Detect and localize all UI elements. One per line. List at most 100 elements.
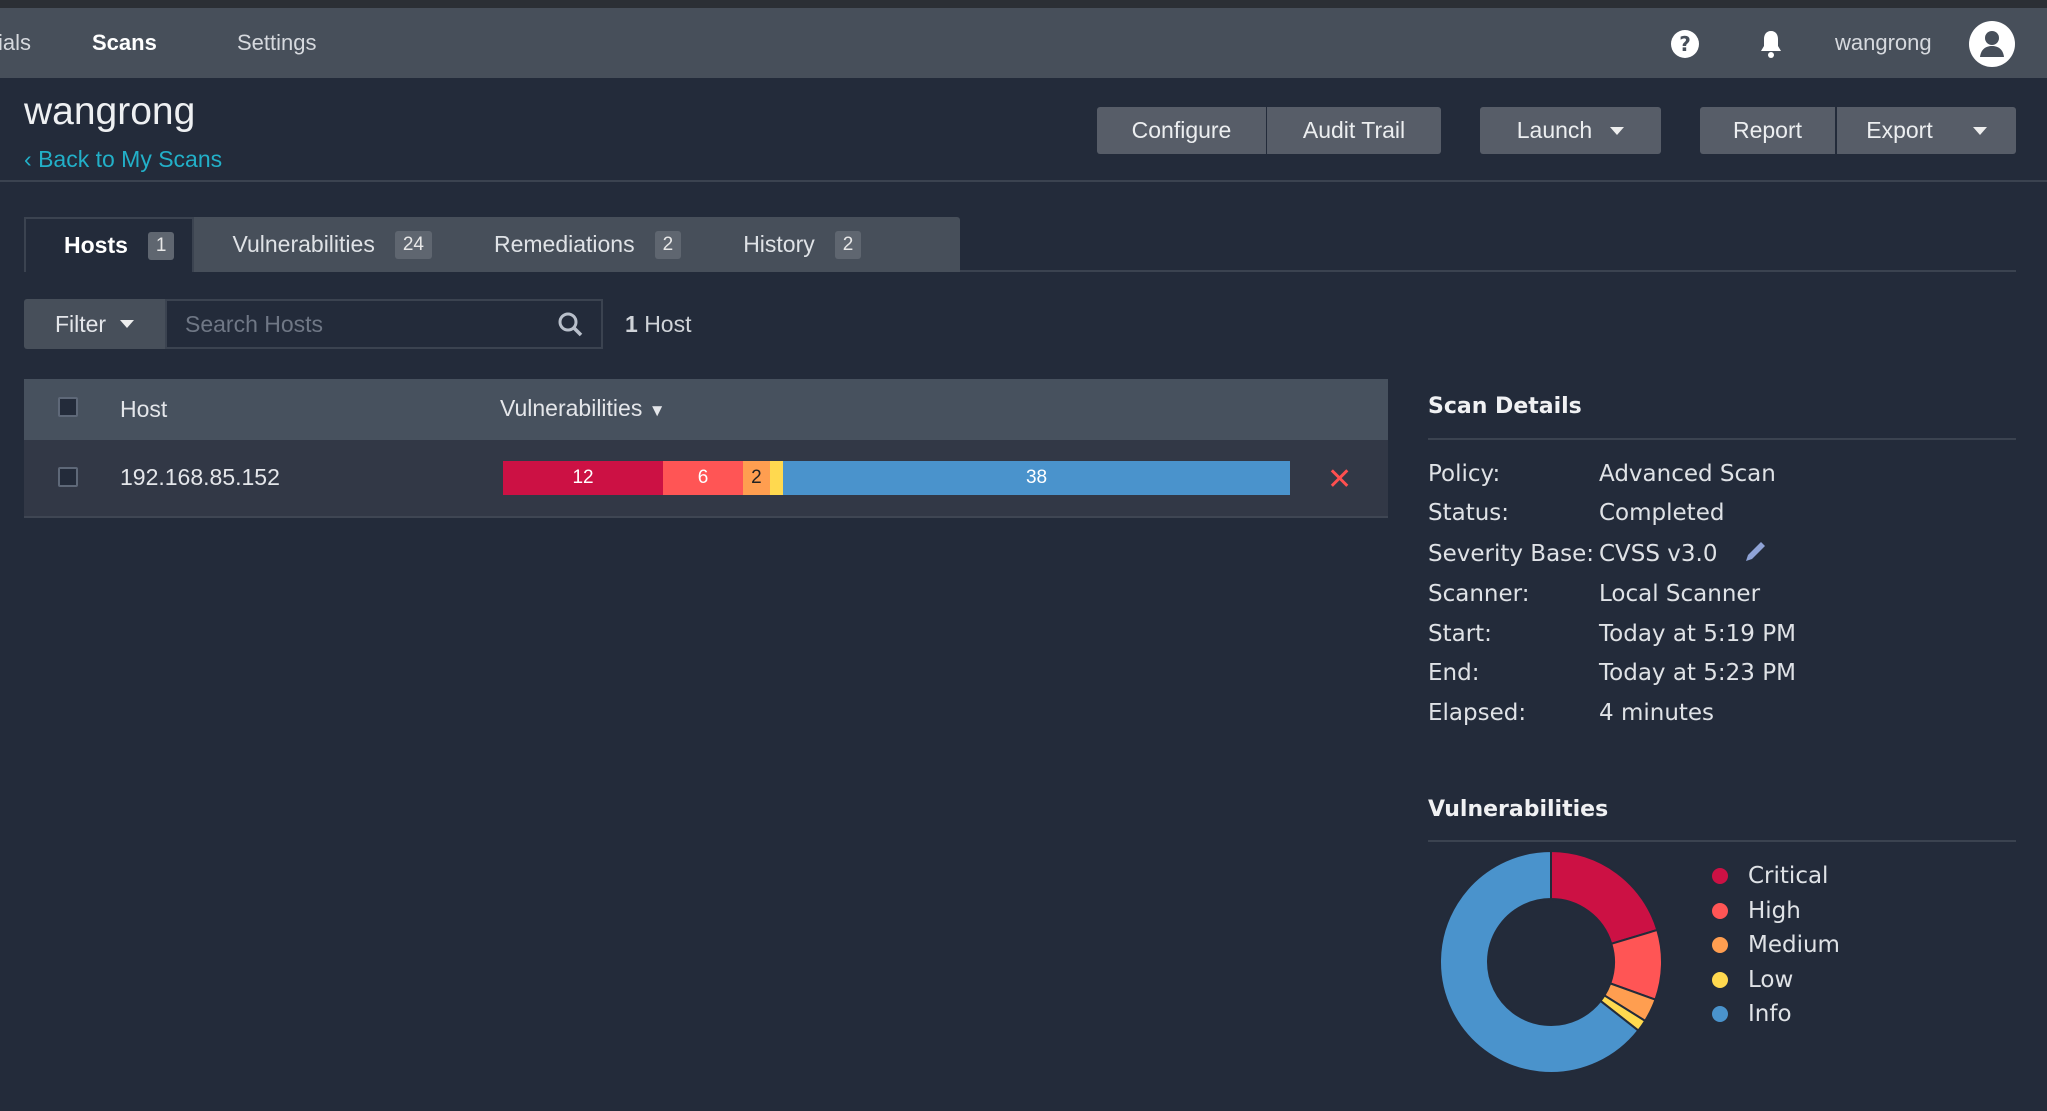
tab-divider	[960, 270, 2016, 272]
legend-dot	[1712, 971, 1728, 988]
page-title: wangrong	[24, 90, 196, 133]
tab-count-badge: 2	[654, 230, 682, 259]
legend-item-medium[interactable]: Medium	[1712, 932, 1840, 958]
export-button[interactable]: Export	[1837, 107, 2016, 154]
legend-label: Low	[1748, 966, 1794, 993]
remove-host-icon[interactable]: ✕	[1327, 462, 1353, 497]
legend-label: Critical	[1748, 863, 1829, 889]
tab-label: Vulnerabilities	[232, 231, 375, 257]
detail-value: Completed	[1599, 500, 1725, 526]
detail-value: Local Scanner	[1599, 581, 1761, 607]
legend-dot	[1712, 902, 1728, 919]
header-divider	[0, 180, 2047, 182]
configure-label: Configure	[1131, 117, 1232, 143]
detail-value: Today at 5:19 PM	[1599, 621, 1796, 647]
scan-details-title: Scan Details	[1428, 394, 1582, 419]
legend-item-info[interactable]: Info	[1712, 1001, 1792, 1027]
column-vulnerabilities[interactable]: Vulnerabilities ▼	[500, 395, 666, 422]
tab-hosts[interactable]: Hosts 1	[24, 217, 195, 272]
window-top-strip	[0, 0, 2047, 8]
back-to-my-scans-link[interactable]: ‹ Back to My Scans	[24, 146, 222, 173]
table-header: Host Vulnerabilities ▼	[24, 379, 1388, 440]
search-hosts-input[interactable]	[185, 310, 557, 338]
detail-label: Status:	[1428, 500, 1510, 526]
sort-desc-icon: ▼	[648, 401, 666, 420]
tab-vulnerabilities[interactable]: Vulnerabilities 24	[194, 217, 455, 272]
report-label: Report	[1732, 117, 1803, 143]
detail-value: Today at 5:23 PM	[1599, 660, 1796, 686]
scan-details-divider	[1428, 438, 2016, 440]
bell-icon[interactable]	[1758, 29, 1784, 59]
vulnerability-bar[interactable]: 12 6 2 38	[503, 461, 1290, 495]
vulnerabilities-chart-title: Vulnerabilities	[1428, 797, 1609, 822]
detail-label: Policy:	[1428, 461, 1501, 487]
tab-label: History	[743, 231, 815, 257]
row-checkbox[interactable]	[58, 467, 78, 487]
filter-button[interactable]: Filter	[24, 299, 165, 349]
legend-label: Info	[1748, 1001, 1792, 1027]
bar-segment-high[interactable]: 6	[663, 461, 744, 495]
audit-trail-label: Audit Trail	[1302, 117, 1406, 143]
configure-button[interactable]: Configure	[1097, 107, 1266, 154]
search-icon[interactable]	[557, 311, 583, 337]
nav-item-credentials[interactable]: ials	[0, 30, 32, 55]
bar-segment-medium[interactable]: 2	[743, 461, 770, 495]
nav-item-scans[interactable]: Scans	[92, 30, 157, 55]
vulnerabilities-donut-chart	[1439, 851, 1663, 1074]
detail-label: End:	[1428, 660, 1480, 686]
back-link-label: Back to My Scans	[38, 146, 223, 172]
audit-trail-button[interactable]: Audit Trail	[1267, 107, 1441, 154]
detail-label: Elapsed:	[1428, 700, 1527, 726]
host-ip[interactable]: 192.168.85.152	[120, 464, 280, 490]
top-nav: ials Scans Settings ? wangrong	[0, 8, 2047, 78]
username[interactable]: wangrong	[1835, 30, 1932, 55]
donut-slice-critical[interactable]	[1550, 851, 1659, 946]
tab-bar: Hosts 1 Vulnerabilities 24 Remediations 2 H…	[24, 217, 960, 272]
tab-remediations[interactable]: Remediations 2	[456, 217, 705, 272]
legend-item-high[interactable]: High	[1712, 898, 1801, 924]
search-hosts-field[interactable]	[165, 299, 603, 349]
bar-segment-info[interactable]: 38	[783, 461, 1290, 495]
caret-down-icon	[1972, 126, 1987, 135]
bar-segment-critical[interactable]: 12	[503, 461, 664, 495]
host-count-label: Host	[644, 311, 692, 337]
tab-history[interactable]: History 2	[705, 217, 885, 272]
tab-count-badge: 2	[834, 230, 862, 259]
tab-count-badge: 1	[147, 231, 175, 260]
select-all-checkbox[interactable]	[58, 397, 78, 417]
host-count: 1 Host	[625, 311, 691, 338]
avatar-icon[interactable]	[1969, 21, 2015, 67]
detail-label: Scanner:	[1428, 581, 1530, 607]
column-host[interactable]: Host	[120, 396, 168, 422]
launch-button[interactable]: Launch	[1480, 107, 1661, 154]
column-label: Vulnerabilities	[500, 395, 643, 421]
detail-value: CVSS v3.0	[1599, 541, 1718, 567]
bar-segment-low[interactable]	[769, 461, 784, 495]
donut-slice-info[interactable]	[1439, 851, 1640, 1074]
legend-item-low[interactable]: Low	[1712, 967, 1793, 993]
edit-pencil-icon[interactable]	[1743, 540, 1769, 564]
legend-dot	[1712, 1006, 1728, 1022]
detail-label: Start:	[1428, 621, 1492, 647]
tab-label: Hosts	[64, 232, 128, 258]
detail-label: Severity Base:	[1428, 541, 1595, 567]
legend-item-critical[interactable]: Critical	[1712, 863, 1828, 889]
caret-down-icon	[1610, 126, 1625, 135]
nav-item-settings[interactable]: Settings	[237, 30, 317, 55]
detail-value: 4 minutes	[1599, 700, 1715, 726]
legend-dot	[1712, 868, 1728, 884]
host-count-number: 1	[625, 311, 638, 337]
tab-count-badge: 24	[394, 230, 432, 259]
caret-down-icon	[120, 320, 135, 328]
chart-divider	[1428, 840, 2016, 842]
report-button[interactable]: Report	[1700, 107, 1835, 154]
chevron-left-icon: ‹	[24, 146, 39, 172]
launch-label: Launch	[1516, 117, 1593, 143]
filter-label: Filter	[54, 310, 107, 337]
legend-label: Medium	[1748, 932, 1840, 958]
legend-dot	[1712, 937, 1728, 953]
export-label: Export	[1866, 117, 1933, 143]
help-icon[interactable]: ?	[1671, 30, 1699, 58]
detail-value: Advanced Scan	[1599, 461, 1776, 487]
legend-label: High	[1748, 897, 1801, 924]
